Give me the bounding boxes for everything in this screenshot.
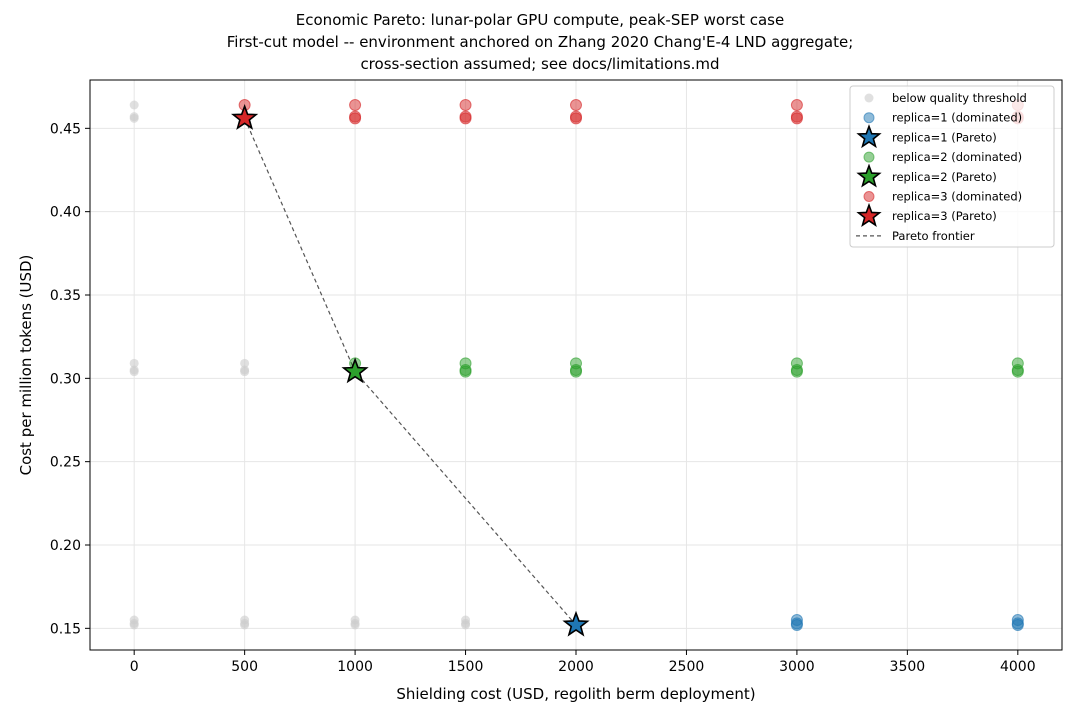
pareto-frontier-group — [244, 118, 577, 626]
below-threshold-point — [129, 100, 139, 110]
legend-box — [849, 85, 1055, 248]
x-tick-label: 1500 — [448, 659, 484, 675]
dominated-point — [790, 99, 803, 111]
legend-marker-star — [856, 202, 882, 227]
y-tick-label: 0.15 — [50, 621, 81, 637]
y-tick-label: 0.30 — [50, 371, 81, 387]
legend-marker-circle — [864, 93, 874, 103]
legend: below quality threshold replica=1 (domina… — [849, 85, 1055, 248]
x-tick-label: 0 — [130, 659, 139, 675]
legend-entry-label: replica=3 (dominated) — [892, 190, 1022, 204]
y-tick-label: 0.40 — [50, 205, 81, 221]
chart-title-line-2: First-cut model -- environment anchored … — [226, 33, 854, 51]
legend-entry-label: replica=3 (Pareto) — [892, 209, 997, 223]
pareto-point-star — [341, 357, 369, 384]
dominated-point — [570, 365, 582, 378]
dominated-point — [349, 99, 362, 111]
dominated-point — [790, 619, 803, 631]
x-tick-label: 2000 — [558, 659, 594, 675]
below-threshold-point — [240, 358, 250, 368]
dominated-point — [349, 112, 362, 125]
legend-entry-label: below quality threshold — [892, 91, 1027, 105]
dominated-point — [1011, 619, 1024, 631]
legend-marker-star — [856, 124, 882, 149]
legend-marker-circle — [863, 151, 875, 163]
x-tick-label: 3000 — [779, 659, 815, 675]
below-threshold-point — [129, 358, 139, 368]
legend-entry-label: replica=1 (Pareto) — [892, 130, 997, 144]
legend-entry-label: Pareto frontier — [892, 229, 975, 243]
legend-entry-label: replica=1 (dominated) — [892, 111, 1022, 125]
legend-marker-circle — [863, 112, 875, 124]
dominated-point — [459, 112, 472, 125]
dominated-point — [570, 99, 582, 111]
x-tick-label: 2500 — [669, 659, 705, 675]
pareto-frontier-line — [244, 118, 577, 626]
below-threshold-point — [240, 367, 250, 377]
x-tick-label: 1000 — [337, 659, 373, 675]
y-axis-label: Cost per million tokens (USD) — [17, 255, 35, 476]
x-tick-label: 500 — [231, 659, 258, 675]
chart-title-line-1: Economic Pareto: lunar-polar GPU compute… — [295, 11, 785, 29]
axis-ticks: 0 500 1000 1500 2000 2500 3000 3500 4000 0.15 0.20… — [50, 121, 1036, 675]
below-threshold-point — [240, 620, 250, 630]
legend-entry-label: replica=2 (Pareto) — [892, 170, 997, 184]
y-tick-label: 0.20 — [50, 538, 81, 554]
dominated-point — [790, 112, 803, 125]
below-threshold-point — [129, 367, 139, 377]
below-threshold-point — [461, 620, 471, 630]
dominated-point — [1011, 365, 1024, 378]
legend-entry-label: replica=2 (dominated) — [892, 150, 1022, 164]
below-threshold-point — [350, 620, 360, 630]
data-points-group — [129, 99, 1024, 637]
x-axis-label: Shielding cost (USD, regolith berm deplo… — [396, 685, 755, 703]
dominated-point — [459, 99, 472, 111]
below-threshold-point — [129, 113, 139, 123]
pareto-point-star — [231, 104, 259, 130]
dominated-point — [459, 365, 472, 378]
chart-title-line-3: cross-section assumed; see docs/limitati… — [360, 55, 720, 73]
y-tick-label: 0.35 — [50, 288, 81, 304]
x-tick-label: 3500 — [890, 659, 926, 675]
pareto-point-star — [562, 610, 590, 637]
x-tick-label: 4000 — [1000, 659, 1036, 675]
below-threshold-point — [129, 620, 139, 630]
legend-marker-circle — [863, 191, 875, 202]
y-tick-label: 0.45 — [50, 121, 81, 137]
legend-marker-star — [856, 163, 882, 188]
dominated-point — [790, 365, 803, 378]
dominated-point — [570, 112, 582, 125]
y-tick-label: 0.25 — [50, 455, 81, 471]
